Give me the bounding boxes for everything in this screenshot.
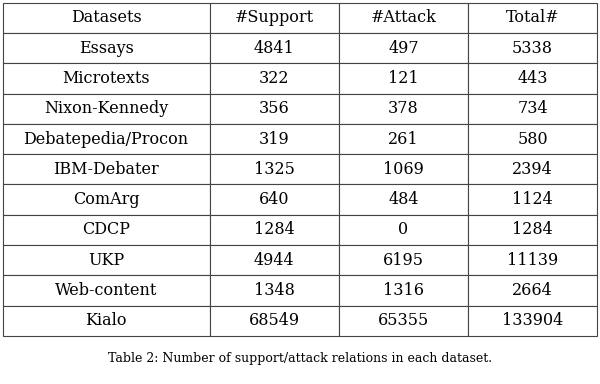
Text: Table 2: Number of support/attack relations in each dataset.: Table 2: Number of support/attack relati… (108, 352, 492, 365)
